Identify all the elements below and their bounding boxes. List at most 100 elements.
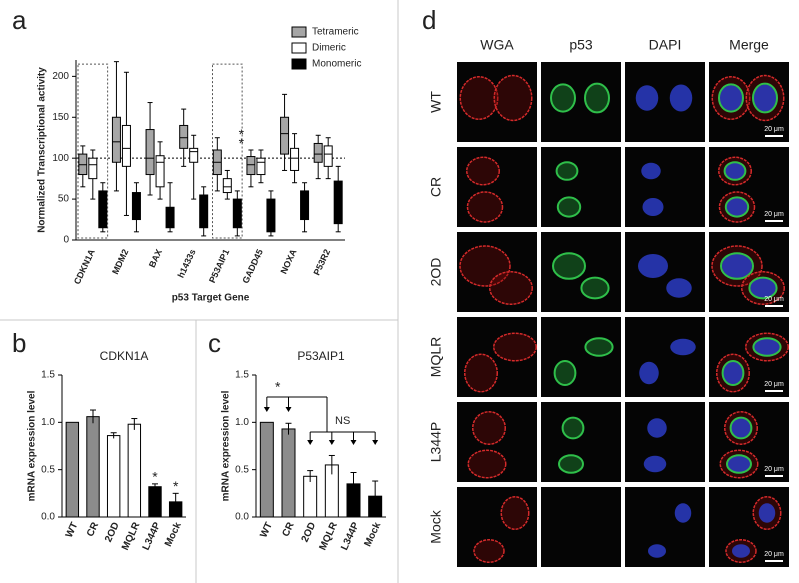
p53-stain — [748, 276, 778, 300]
x-tick-label: 2OD — [103, 521, 122, 544]
highlight-box — [212, 63, 243, 239]
x-tick-label: h1433s — [176, 248, 198, 280]
annotation: NS — [335, 415, 350, 427]
panel-label: b — [12, 328, 26, 358]
nucleus-stain — [642, 198, 664, 216]
micrograph: 20 μm — [709, 487, 789, 567]
x-tick-label: MQLR — [120, 520, 143, 552]
scale-bar-label: 20 μm — [764, 296, 784, 303]
y-axis-label: mRNA expression level — [221, 390, 232, 501]
p53-stain — [724, 196, 750, 218]
column-header: Merge — [729, 37, 769, 53]
nucleus-stain — [643, 455, 667, 473]
annotation: * — [152, 469, 158, 485]
legend-swatch — [291, 42, 307, 54]
nucleus-stain — [669, 84, 693, 112]
box — [300, 190, 310, 221]
x-tick-label: WT — [64, 521, 81, 540]
panel-label: c — [208, 328, 221, 358]
micrograph — [625, 487, 705, 567]
box — [333, 180, 343, 225]
arrow-head — [307, 440, 314, 445]
box — [290, 147, 300, 171]
column-header: DAPI — [649, 37, 682, 53]
bar — [148, 486, 162, 518]
micrograph — [541, 147, 621, 227]
bar — [259, 421, 274, 518]
nucleus-stain — [753, 84, 777, 112]
x-axis-label: p53 Target Gene — [172, 293, 250, 304]
micrograph — [457, 402, 537, 482]
box — [179, 124, 189, 149]
x-tick-label: Mock — [163, 520, 184, 548]
box — [189, 147, 199, 163]
p53-stain — [752, 337, 782, 357]
micrograph — [457, 232, 537, 312]
box — [165, 206, 175, 229]
image-background — [541, 487, 621, 567]
box — [222, 178, 232, 194]
p53-stain — [720, 252, 754, 280]
box — [323, 145, 333, 167]
nucleus-stain — [666, 278, 692, 298]
micrograph — [625, 317, 705, 397]
nucleus-stain — [723, 361, 743, 385]
nucleus-stain — [726, 198, 748, 216]
y-axis-label: mRNA expression level — [27, 390, 38, 501]
nucleus-stain — [731, 418, 751, 438]
y-tick-label: 1.0 — [41, 417, 55, 428]
nucleus-stain — [758, 503, 776, 523]
box — [145, 129, 155, 176]
x-tick-label: P53AIP1 — [207, 248, 231, 285]
x-tick-label: CR — [281, 520, 297, 538]
x-tick-label: 2OD — [300, 521, 319, 544]
micrograph — [541, 487, 621, 567]
nucleus-stain — [727, 455, 751, 473]
nucleus-stain — [732, 544, 750, 558]
micrograph — [457, 62, 537, 142]
membrane-stain — [464, 353, 498, 393]
x-tick-label: Mock — [363, 520, 384, 548]
image-background — [625, 402, 705, 482]
x-tick-label: MQLR — [318, 520, 341, 552]
membrane-stain — [466, 191, 504, 223]
x-tick-label: P53R2 — [311, 248, 332, 277]
y-axis-label: Normalized Transcriptional activity — [37, 67, 48, 233]
row-label: WT — [428, 91, 444, 113]
legend-label: Monomeric — [312, 59, 361, 70]
p53-stain — [584, 82, 610, 114]
p53-stain — [726, 454, 752, 474]
box — [280, 116, 290, 155]
y-tick-label: 0.5 — [235, 464, 249, 475]
image-background — [541, 317, 621, 397]
p53-stain — [752, 82, 778, 114]
micrograph — [457, 317, 537, 397]
box — [246, 156, 256, 176]
y-tick-label: 1.5 — [235, 370, 249, 381]
row-label: MQLR — [428, 337, 444, 377]
nucleus-stain — [754, 338, 780, 356]
micrograph — [457, 487, 537, 567]
legend-label: Tetrameric — [312, 27, 359, 38]
x-tick-label: CDKN1A — [72, 247, 97, 286]
row-label: 2OD — [428, 258, 444, 287]
membrane-stain — [493, 74, 533, 122]
scale-bar-label: 20 μm — [764, 211, 784, 218]
p53-stain — [561, 416, 585, 440]
image-background — [541, 147, 621, 227]
panel-label: a — [12, 5, 27, 35]
micrograph — [625, 232, 705, 312]
p53-stain — [553, 360, 577, 386]
nucleus-stain — [639, 361, 659, 385]
chart-title: CDKN1A — [100, 349, 149, 363]
box — [121, 124, 131, 167]
bar — [281, 428, 296, 518]
arrow-head — [350, 440, 357, 445]
membrane-stain — [500, 496, 530, 530]
y-tick-label: 1.0 — [235, 417, 249, 428]
scale-bar-label: 20 μm — [764, 466, 784, 473]
bar — [65, 421, 80, 518]
membrane-stain — [489, 271, 533, 305]
micrograph: 20 μm — [709, 147, 789, 227]
